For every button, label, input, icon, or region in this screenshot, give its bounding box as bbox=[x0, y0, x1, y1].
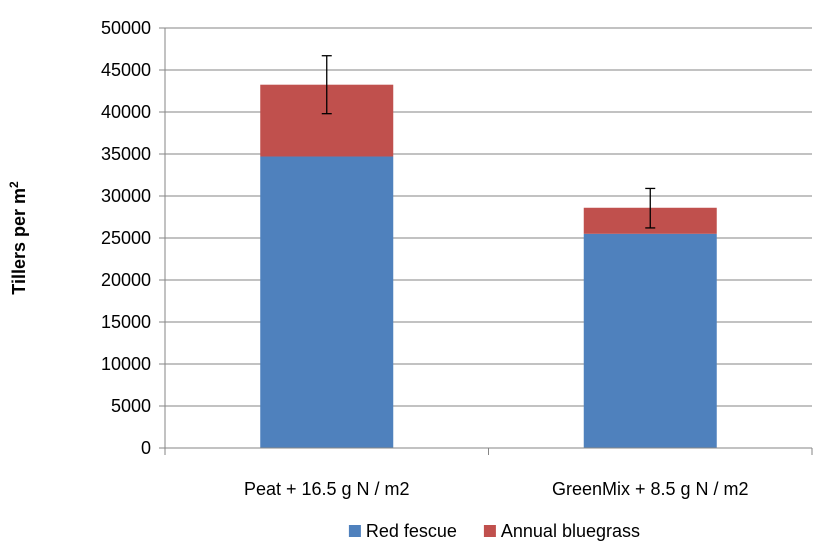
bars bbox=[260, 84, 717, 448]
y-tick-label: 40000 bbox=[101, 102, 151, 122]
y-tick-label: 30000 bbox=[101, 186, 151, 206]
y-tick-label: 45000 bbox=[101, 60, 151, 80]
y-tick-label: 35000 bbox=[101, 144, 151, 164]
y-axis-label-superscript: 2 bbox=[7, 181, 21, 188]
legend-label: Annual bluegrass bbox=[501, 521, 640, 541]
y-axis-label: Tillers per m2 bbox=[7, 181, 29, 295]
x-category-label: Peat + 16.5 g N / m2 bbox=[244, 479, 410, 499]
y-axis-tick-labels: 0 5000 10000 15000 20000 25000 30000 35000 40000… bbox=[101, 18, 151, 458]
x-axis-category-labels: Peat + 16.5 g N / m2 GreenMix + 8.5 g N /… bbox=[244, 479, 749, 499]
bar-red-fescue bbox=[583, 233, 717, 448]
legend-swatch bbox=[483, 525, 496, 537]
y-tick-label: 5000 bbox=[111, 396, 151, 416]
y-tick-label: 10000 bbox=[101, 354, 151, 374]
y-tick-label: 50000 bbox=[101, 18, 151, 38]
legend-swatch bbox=[348, 525, 361, 537]
bar-red-fescue bbox=[260, 156, 394, 448]
legend-label: Red fescue bbox=[366, 521, 457, 541]
error-bars bbox=[321, 55, 656, 229]
y-tick-label: 15000 bbox=[101, 312, 151, 332]
y-tick-label: 20000 bbox=[101, 270, 151, 290]
y-tick-label: 25000 bbox=[101, 228, 151, 248]
y-tick-label: 0 bbox=[141, 438, 151, 458]
axes bbox=[159, 27, 813, 455]
legend: Red fescue Annual bluegrass bbox=[348, 521, 640, 541]
x-category-label: GreenMix + 8.5 g N / m2 bbox=[552, 479, 749, 499]
